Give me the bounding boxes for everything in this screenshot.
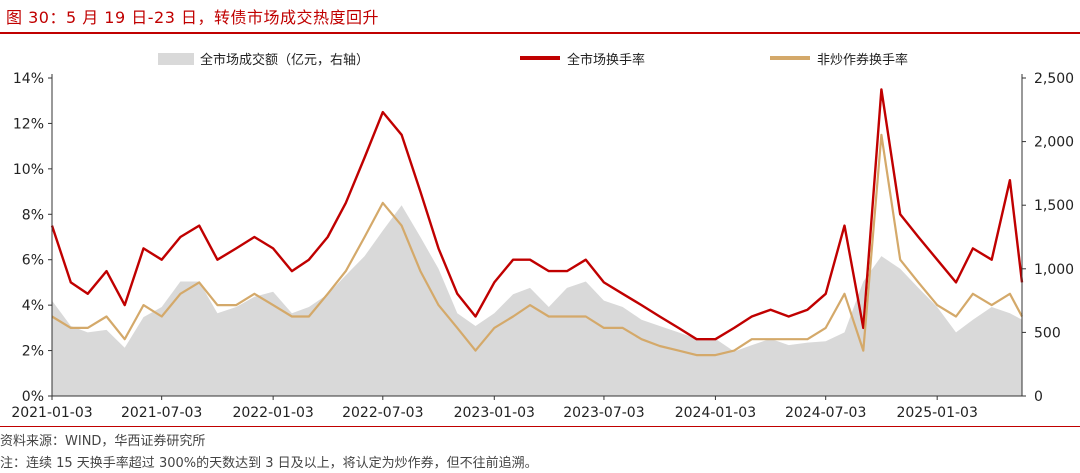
series-nonspec-turnover-line: [51, 133, 1023, 357]
chart-axes: 0% 2% 4% 6% 8% 10% 12% 14% 0 500 1,000 1,500 2,000 2,…: [11, 71, 1074, 421]
x-tick-label: 2021-07-03: [121, 405, 202, 421]
x-tick-label: 2025-01-03: [896, 405, 977, 421]
series-volume-area: [52, 205, 1022, 396]
figure-title: 图 30：5 月 19 日-23 日，转债市场成交热度回升: [6, 8, 379, 27]
title-rule: [0, 32, 1080, 34]
legend-label-total: 全市场换手率: [567, 52, 645, 68]
legend-label-nonspec: 非炒作券换手率: [817, 52, 908, 68]
turnover-chart: 全市场成交额（亿元，右轴） 全市场换手率 非炒作券换手率 0% 2% 4% 6% 8% 1…: [11, 52, 1074, 421]
footer-rule: [0, 426, 1080, 427]
y-right-tick-label: 500: [1034, 325, 1061, 341]
x-tick-label: 2021-01-03: [11, 405, 92, 421]
x-tick-label: 2024-07-03: [785, 405, 866, 421]
y-left-tick-label: 6%: [22, 253, 44, 269]
y-left-tick-label: 0%: [22, 389, 44, 405]
x-tick-label: 2022-01-03: [232, 405, 313, 421]
chart-legend: 全市场成交额（亿元，右轴） 全市场换手率 非炒作券换手率: [158, 52, 908, 68]
y-right-tick-label: 2,000: [1034, 135, 1074, 151]
y-right-tick-label: 1,500: [1034, 198, 1074, 214]
series-total-turnover-line: [50, 88, 1024, 341]
x-tick-label: 2024-01-03: [675, 405, 756, 421]
y-left-tick-label: 8%: [22, 207, 44, 223]
x-tick-label: 2023-07-03: [563, 405, 644, 421]
legend-swatch-nonspec: [770, 56, 810, 60]
y-right-tick-label: 0: [1034, 389, 1043, 405]
y-left-tick-label: 14%: [13, 71, 44, 87]
y-right-tick-label: 1,000: [1034, 262, 1074, 278]
legend-label-volume: 全市场成交额（亿元，右轴）: [200, 52, 369, 68]
legend-swatch-total: [520, 56, 560, 60]
footnote: 注：连续 15 天换手率超过 300%的天数达到 3 日及以上，将认定为炒作券，…: [0, 456, 538, 471]
y-left-tick-label: 2%: [22, 344, 44, 360]
source-note: 资料来源：WIND，华西证券研究所: [0, 434, 206, 449]
y-right-tick-label: 2,500: [1034, 71, 1074, 87]
x-tick-label: 2022-07-03: [342, 405, 423, 421]
y-left-tick-label: 10%: [13, 162, 44, 178]
y-left-tick-label: 12%: [13, 116, 44, 132]
legend-swatch-volume: [158, 53, 194, 65]
plot-area: [50, 88, 1024, 396]
y-left-tick-label: 4%: [22, 298, 44, 314]
x-tick-label: 2023-01-03: [454, 405, 535, 421]
